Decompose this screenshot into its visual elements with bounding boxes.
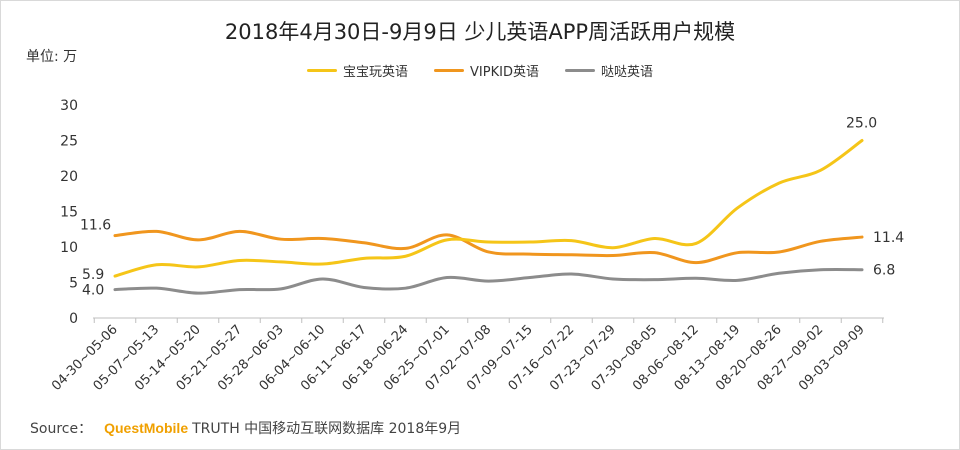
data-label: 11.6 [80,218,111,234]
y-tick-label: 10 [60,240,78,256]
legend-label-series-3: 哒哒英语 [600,65,653,80]
series-line-1 [113,139,864,278]
chart-legend: 宝宝玩英语 VIPKID英语 哒哒英语 [0,61,960,80]
legend-item-series-1: 宝宝玩英语 [307,61,408,80]
legend-label-series-2: VIPKID英语 [470,65,539,80]
legend-label-series-1: 宝宝玩英语 [343,65,409,80]
source-note: Source： QuestMobile TRUTH 中国移动互联网数据库 2018年… [30,418,461,438]
y-tick-label: 15 [60,205,78,221]
legend-swatch-series-2 [434,69,465,72]
source-brand: QuestMobile [104,420,189,436]
source-text: TRUTH 中国移动互联网数据库 2018年9月 [192,421,462,437]
data-label: 6.8 [873,263,895,279]
series-line-3 [113,267,864,295]
data-label: 25.0 [846,116,877,132]
unit-label: 单位: 万 [26,49,78,65]
data-label: 4.0 [82,283,104,299]
legend-item-series-3: 哒哒英语 [564,61,653,80]
series-line-2 [113,229,864,265]
chart-title: 2018年4月30日-9月9日 少儿英语APP周活跃用户规模 [224,20,736,44]
y-tick-label: 25 [60,134,78,150]
legend-swatch-series-1 [307,69,338,72]
y-tick-label: 30 [60,98,78,114]
legend-item-series-2: VIPKID英语 [434,61,539,80]
source-prefix: Source： [30,421,93,437]
data-label: 5.9 [82,267,104,283]
legend-swatch-series-3 [564,69,595,72]
y-tick-label: 5 [69,276,78,292]
y-tick-label: 20 [60,169,78,185]
y-tick-label: 0 [69,311,78,327]
data-label: 11.4 [873,230,904,246]
